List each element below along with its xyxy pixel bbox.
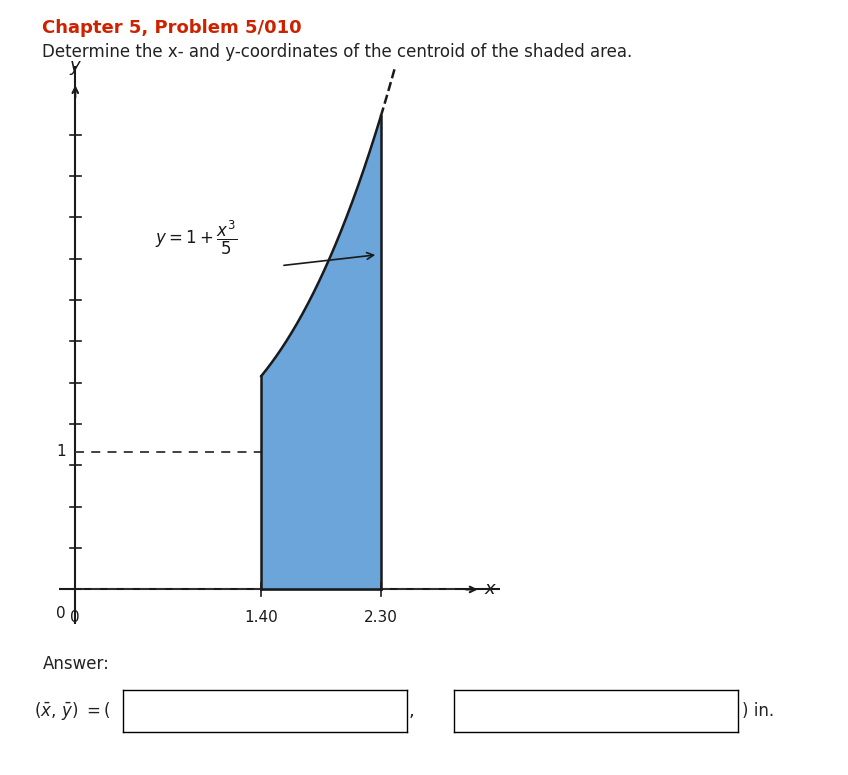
- Text: $y = 1 + \dfrac{x^3}{5}$: $y = 1 + \dfrac{x^3}{5}$: [155, 219, 237, 257]
- Text: 0: 0: [70, 610, 80, 625]
- Text: $y$: $y$: [69, 59, 82, 77]
- Text: Determine the x- and y-coordinates of the centroid of the shaded area.: Determine the x- and y-coordinates of th…: [42, 43, 633, 60]
- Text: Answer:: Answer:: [42, 655, 109, 673]
- Text: 0: 0: [56, 606, 66, 621]
- Text: $(\bar{x},\,\bar{y})$ $=$(: $(\bar{x},\,\bar{y})$ $=$(: [34, 701, 110, 722]
- Text: Chapter 5, Problem 5/010: Chapter 5, Problem 5/010: [42, 19, 302, 37]
- Text: 2.30: 2.30: [364, 610, 398, 625]
- Text: ,: ,: [409, 702, 414, 721]
- Text: 1: 1: [56, 444, 66, 459]
- Text: $x$: $x$: [484, 580, 498, 598]
- Text: ) in.: ) in.: [742, 702, 774, 721]
- Text: 1.40: 1.40: [244, 610, 278, 625]
